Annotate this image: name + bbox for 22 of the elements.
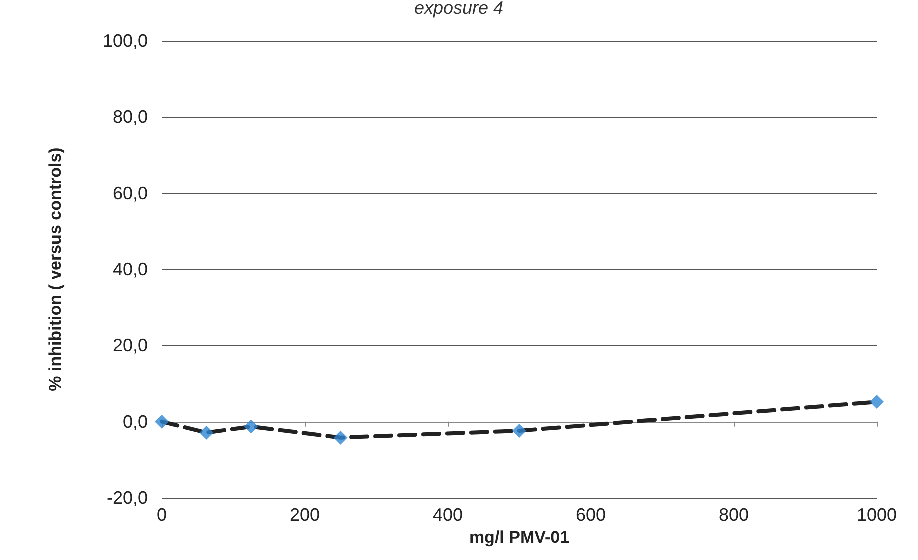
y-tick-label: -20,0: [106, 488, 148, 508]
point: [200, 426, 214, 440]
point: [244, 420, 258, 434]
y-tick-label: 20,0: [112, 336, 148, 356]
point: [155, 414, 169, 429]
x-tick-label: 800: [718, 505, 750, 525]
point: [512, 424, 526, 438]
y-axis-title: % inhibition ( versus controls): [46, 148, 65, 392]
y-tick-label: 0,0: [122, 412, 148, 432]
y-tick-label: 60,0: [112, 183, 148, 204]
point: [334, 430, 348, 445]
chart-title: exposure 4: [414, 0, 504, 18]
y-tick-label: 40,0: [112, 260, 148, 280]
x-tick-label: 0: [156, 505, 168, 525]
x-tick-label: 400: [432, 505, 464, 525]
y-tick-label: 100,0: [102, 31, 148, 51]
x-axis-title: mg/l PMV-01: [469, 528, 570, 547]
x-tick-label: 200: [290, 505, 320, 525]
x-tick-label: 1000: [856, 505, 898, 525]
x-tick-label: 600: [576, 505, 606, 525]
y-tick-label: 80,0: [112, 107, 148, 128]
point: [870, 395, 884, 410]
